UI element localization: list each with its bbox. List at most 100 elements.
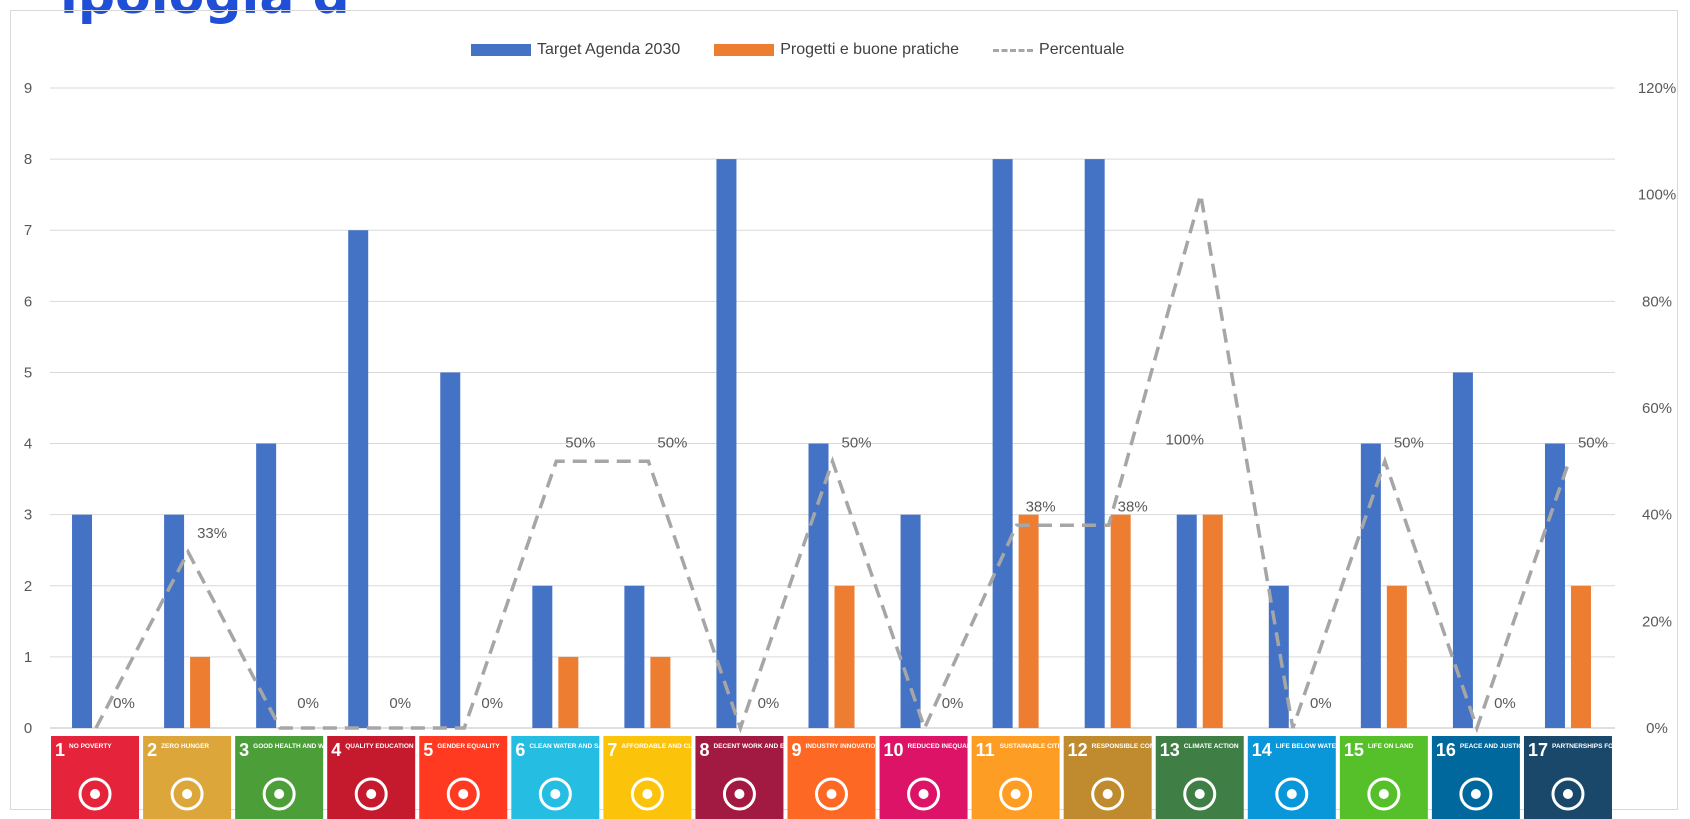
family-icon <box>78 777 112 811</box>
percent-line <box>94 194 1571 734</box>
y-tick-label: 3 <box>24 507 32 524</box>
percent-data-label: 0% <box>481 695 503 712</box>
sdg-tile-text: GOOD HEALTH AND WELL-BEING <box>253 743 359 750</box>
dove-icon-center <box>1470 789 1481 799</box>
growth-chart-icon <box>722 777 756 811</box>
sdg-tile-number: 7 <box>607 740 617 760</box>
bar-progetti <box>190 656 211 728</box>
bar-target <box>72 514 93 728</box>
sdg-tile-text: LIFE BELOW WATER <box>1276 743 1341 750</box>
bar-target <box>440 372 461 728</box>
bar-progetti <box>834 585 855 728</box>
gender-icon <box>446 777 480 811</box>
bar-target <box>256 443 277 728</box>
infinity-icon-center <box>1102 789 1113 799</box>
sdg-tile-number: 3 <box>239 740 249 760</box>
sdg-tile-number: 9 <box>792 740 802 760</box>
sdg-tile-number: 13 <box>1160 740 1180 760</box>
chart-legend: Target Agenda 2030 Progetti e buone prat… <box>471 41 1124 59</box>
y2-tick-label: 120% <box>1638 80 1676 97</box>
sdg-tile-number: 10 <box>884 740 904 760</box>
sdg-tile-number: 16 <box>1436 740 1456 760</box>
sdg-tile-number: 5 <box>423 740 433 760</box>
bar-target <box>164 514 185 728</box>
bar-progetti <box>650 656 671 728</box>
percent-data-label: 50% <box>565 434 595 451</box>
water-glass-icon <box>538 777 572 811</box>
sdg-tile-number: 4 <box>331 740 341 760</box>
cubes-icon-center <box>826 789 837 799</box>
cubes-icon <box>815 777 848 811</box>
y2-tick-label: 40% <box>1642 507 1672 524</box>
bar-target <box>900 514 921 728</box>
equal-icon-center <box>918 789 929 799</box>
sdg-tile-text: GENDER EQUALITY <box>437 743 500 750</box>
bar-progetti <box>1018 514 1039 728</box>
percent-data-label: 0% <box>389 695 411 712</box>
bar-progetti <box>1110 514 1131 728</box>
legend-label-percentuale: Percentuale <box>1039 41 1125 58</box>
y-tick-label: 4 <box>24 436 32 453</box>
sdg-tile-number: 17 <box>1528 740 1548 760</box>
sdg-tile-number: 15 <box>1344 740 1364 760</box>
sdg-tile-text: DECENT WORK AND ECONOMIC GROWTH <box>713 743 847 750</box>
book-icon <box>354 777 388 811</box>
legend-swatch-target <box>471 44 531 56</box>
percent-data-label: 50% <box>1394 434 1424 451</box>
eye-globe-icon <box>1183 777 1217 811</box>
sdg-tile-text: PARTNERSHIPS FOR THE GOALS <box>1552 743 1658 750</box>
percent-data-label: 50% <box>1578 434 1608 451</box>
sdg-tile-number: 2 <box>147 740 157 760</box>
sdg-tile <box>51 736 140 819</box>
family-icon-center <box>90 789 101 799</box>
sun-icon <box>630 777 664 811</box>
bar-progetti <box>1386 585 1407 728</box>
percent-data-label: 100% <box>1166 432 1204 449</box>
buildings-icon <box>999 777 1033 811</box>
percent-data-label: 50% <box>657 434 687 451</box>
fish-icon-center <box>1286 789 1297 799</box>
sdg-tile-number: 14 <box>1252 740 1272 760</box>
equal-icon <box>907 777 941 811</box>
flower-rings-icon-center <box>1562 789 1573 799</box>
percent-data-label: 0% <box>758 695 780 712</box>
sdg-tile-number: 6 <box>515 740 525 760</box>
sdg-tile-number: 11 <box>976 740 995 760</box>
gender-icon-center <box>458 789 469 799</box>
y-tick-label: 9 <box>24 80 32 97</box>
y-tick-label: 7 <box>24 222 32 239</box>
fish-icon <box>1275 777 1309 811</box>
sun-icon-center <box>642 789 653 799</box>
sdg-tile-text: REDUCED INEQUALITIES <box>908 743 988 750</box>
sdg-tile <box>511 736 600 819</box>
y2-tick-label: 60% <box>1642 400 1672 417</box>
buildings-icon-center <box>1010 789 1021 799</box>
legend-swatch-progetti <box>714 44 775 56</box>
bar-progetti <box>1202 514 1223 728</box>
sdg-tile-text: CLEAN WATER AND SANITATION <box>529 743 633 750</box>
percent-data-label: 38% <box>1026 498 1056 515</box>
bar-target <box>992 159 1013 729</box>
percent-data-label: 38% <box>1118 498 1148 515</box>
sdg-tile-number: 12 <box>1068 740 1088 760</box>
percent-data-label: 0% <box>942 695 964 712</box>
bar-target <box>1360 443 1381 728</box>
y-tick-label: 1 <box>24 649 32 666</box>
legend-label-target: Target Agenda 2030 <box>537 41 681 58</box>
heartbeat-icon <box>262 777 296 811</box>
percent-data-label: 0% <box>1494 695 1516 712</box>
page-title: ipologia d <box>60 0 350 26</box>
tree-icon <box>1367 777 1401 811</box>
bar-target <box>624 585 645 728</box>
sdg-tile-number: 8 <box>699 740 709 760</box>
y2-tick-label: 80% <box>1642 293 1672 310</box>
heartbeat-icon-center <box>274 789 285 799</box>
percent-data-label: 0% <box>113 695 135 712</box>
y-tick-label: 6 <box>24 293 32 310</box>
tree-icon-center <box>1378 789 1389 799</box>
sdg-tile-text: LIFE ON LAND <box>1368 743 1414 750</box>
percent-data-label: 0% <box>1310 695 1332 712</box>
water-glass-icon-center <box>550 789 561 799</box>
y-tick-label: 8 <box>24 151 32 168</box>
infinity-icon <box>1091 777 1125 811</box>
